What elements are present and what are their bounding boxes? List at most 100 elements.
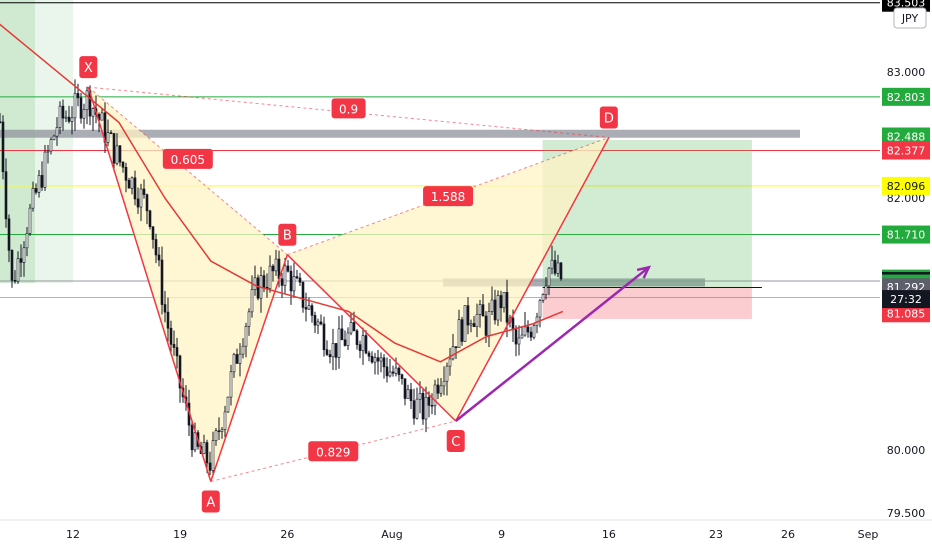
price-tag[interactable] xyxy=(882,87,930,106)
pattern-leg-bc[interactable] xyxy=(286,254,457,422)
pattern-point-x[interactable] xyxy=(79,56,98,79)
gray-resistance-bar[interactable] xyxy=(0,129,800,138)
pattern-leg-xa[interactable] xyxy=(87,86,212,482)
candle-body xyxy=(58,105,62,128)
candle-body xyxy=(82,109,86,119)
price-tag[interactable] xyxy=(882,176,930,195)
price-tag[interactable] xyxy=(882,127,930,146)
candle-body xyxy=(421,393,425,420)
candle-body xyxy=(385,366,389,377)
candle-body xyxy=(307,305,311,310)
price-tag[interactable] xyxy=(882,0,930,12)
candle-body xyxy=(31,188,35,209)
candle-body xyxy=(91,108,95,117)
candle-body xyxy=(10,250,14,281)
candle-body xyxy=(133,177,137,200)
candle-body xyxy=(346,332,350,346)
candle-body xyxy=(40,175,44,188)
candle-body xyxy=(517,337,521,345)
candle-body xyxy=(373,357,377,363)
candle-body xyxy=(511,317,515,330)
pattern-triangle-bcd xyxy=(287,137,609,422)
candle-body xyxy=(523,326,527,336)
candle-body xyxy=(64,116,68,119)
candle-body xyxy=(448,358,452,367)
candle-body xyxy=(403,378,407,399)
candle-body xyxy=(130,177,134,189)
candle-body xyxy=(67,116,71,122)
candle-body xyxy=(283,265,287,286)
candle-body xyxy=(442,380,446,387)
candle-body xyxy=(22,247,26,263)
candle-body xyxy=(436,384,440,394)
candle-body xyxy=(46,150,50,153)
price-tag[interactable] xyxy=(882,304,930,323)
price-tag[interactable] xyxy=(882,225,930,244)
ratio-label-box[interactable] xyxy=(308,441,359,462)
price-axis-tick: 82.000 xyxy=(887,192,926,205)
candle-body xyxy=(211,440,215,471)
candle-body xyxy=(76,93,80,99)
candle-body xyxy=(70,117,74,122)
time-axis-tick: Aug xyxy=(381,528,402,541)
price-tag-label: 82.803 xyxy=(887,91,926,104)
candle-body xyxy=(301,281,305,308)
pattern-leg-cd[interactable] xyxy=(455,137,610,422)
candle-body xyxy=(178,355,182,389)
candle-body xyxy=(538,300,542,318)
ratio-label-box[interactable] xyxy=(331,98,366,119)
candle-body xyxy=(247,311,251,327)
candle-body xyxy=(115,145,119,164)
candle-body xyxy=(49,139,53,152)
pattern-leg-ab[interactable] xyxy=(210,254,289,482)
time-axis-tick: 9 xyxy=(498,528,505,541)
candle-body xyxy=(355,330,359,345)
countdown-box xyxy=(882,290,930,309)
candle-body xyxy=(85,90,89,111)
ratio-label-box[interactable] xyxy=(423,186,474,207)
candle-body xyxy=(484,315,488,336)
currency-badge[interactable] xyxy=(893,7,927,29)
ratio-label-box[interactable] xyxy=(162,148,213,169)
time-axis-tick: 19 xyxy=(173,528,187,541)
candle-body xyxy=(292,276,296,292)
candle-body xyxy=(289,270,293,292)
candle-body xyxy=(466,305,470,326)
candle-body xyxy=(382,357,386,368)
candle-body xyxy=(352,322,356,332)
price-tag-label: 82.096 xyxy=(887,180,926,193)
candle-body xyxy=(361,335,365,351)
pattern-point-d[interactable] xyxy=(599,106,618,129)
candle-body xyxy=(472,323,476,327)
time-axis-tick: 12 xyxy=(66,528,80,541)
trend-arrow[interactable] xyxy=(454,266,650,422)
candle-body xyxy=(16,258,20,282)
candle-body xyxy=(451,346,455,360)
candle-body xyxy=(559,262,563,280)
candle-body xyxy=(424,396,428,420)
ratio-label: 0.605 xyxy=(171,153,205,167)
loss-zone[interactable] xyxy=(542,287,752,319)
pattern-point-b[interactable] xyxy=(278,223,297,246)
candle-body xyxy=(253,277,257,290)
gray-support-bar[interactable] xyxy=(443,278,705,287)
candle-body xyxy=(136,198,140,208)
candle-body xyxy=(1,121,5,172)
candle-body xyxy=(121,161,125,168)
pattern-point-a[interactable] xyxy=(201,490,220,513)
candle-body xyxy=(460,319,464,342)
candle-body xyxy=(457,319,461,349)
pattern-point-c[interactable] xyxy=(446,430,465,453)
countdown-label: 27:32 xyxy=(890,293,922,306)
candle-body xyxy=(298,277,302,283)
candle-body xyxy=(0,121,2,123)
price-tag[interactable] xyxy=(882,141,930,160)
candle-body xyxy=(409,389,413,401)
candle-body xyxy=(118,145,122,163)
candle-body xyxy=(556,262,560,274)
moving-average-line[interactable] xyxy=(0,0,564,363)
candle-body xyxy=(550,259,554,269)
time-axis-tick: 26 xyxy=(280,528,294,541)
